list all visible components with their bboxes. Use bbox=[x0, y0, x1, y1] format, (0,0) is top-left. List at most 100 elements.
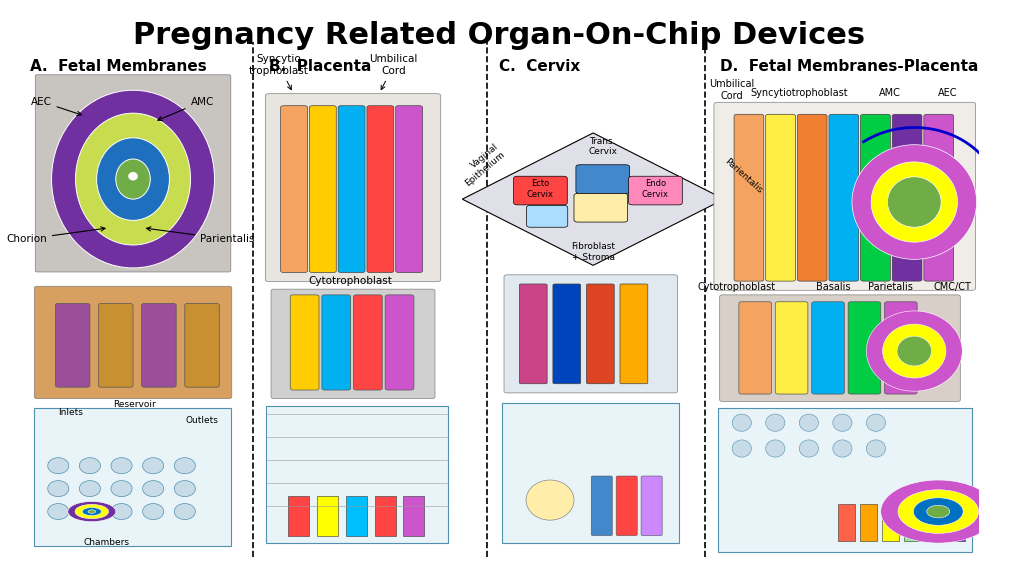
Text: AMC: AMC bbox=[158, 97, 214, 120]
Text: Parietalis: Parietalis bbox=[868, 282, 912, 291]
Text: B.  Placenta: B. Placenta bbox=[269, 59, 372, 74]
FancyBboxPatch shape bbox=[718, 408, 972, 552]
FancyBboxPatch shape bbox=[266, 406, 449, 543]
Text: Inlets: Inlets bbox=[58, 408, 83, 417]
Text: D.  Fetal Membranes-Placenta: D. Fetal Membranes-Placenta bbox=[720, 59, 978, 74]
Text: Syncytio
trophoblast: Syncytio trophoblast bbox=[249, 54, 308, 90]
Bar bbox=[882, 504, 899, 541]
FancyBboxPatch shape bbox=[290, 295, 319, 390]
FancyBboxPatch shape bbox=[829, 114, 859, 281]
Ellipse shape bbox=[142, 458, 164, 473]
Ellipse shape bbox=[142, 503, 164, 520]
FancyBboxPatch shape bbox=[848, 302, 881, 394]
FancyBboxPatch shape bbox=[714, 103, 976, 290]
Text: Parientalis: Parientalis bbox=[146, 227, 255, 244]
Ellipse shape bbox=[142, 480, 164, 497]
Bar bbox=[838, 504, 855, 541]
FancyBboxPatch shape bbox=[720, 295, 961, 401]
Text: Chorion: Chorion bbox=[6, 227, 105, 244]
Bar bbox=[859, 504, 877, 541]
Ellipse shape bbox=[766, 440, 784, 457]
FancyBboxPatch shape bbox=[775, 302, 808, 394]
Ellipse shape bbox=[88, 510, 95, 513]
Text: Basalis: Basalis bbox=[815, 282, 850, 291]
FancyBboxPatch shape bbox=[892, 114, 922, 281]
Ellipse shape bbox=[174, 458, 196, 473]
Ellipse shape bbox=[82, 507, 101, 516]
FancyBboxPatch shape bbox=[739, 302, 771, 394]
FancyBboxPatch shape bbox=[271, 289, 435, 399]
FancyBboxPatch shape bbox=[591, 476, 612, 536]
Text: C.  Cervix: C. Cervix bbox=[500, 59, 581, 74]
Ellipse shape bbox=[174, 503, 196, 520]
Ellipse shape bbox=[75, 505, 109, 519]
FancyBboxPatch shape bbox=[641, 476, 663, 536]
FancyBboxPatch shape bbox=[55, 304, 90, 387]
FancyBboxPatch shape bbox=[34, 408, 230, 546]
Text: AEC: AEC bbox=[31, 97, 81, 115]
FancyBboxPatch shape bbox=[309, 106, 336, 272]
Ellipse shape bbox=[79, 458, 100, 473]
Ellipse shape bbox=[913, 498, 964, 525]
FancyBboxPatch shape bbox=[502, 403, 680, 543]
Text: AEC: AEC bbox=[938, 88, 957, 98]
Ellipse shape bbox=[871, 162, 957, 242]
FancyBboxPatch shape bbox=[322, 295, 350, 390]
Ellipse shape bbox=[111, 458, 132, 473]
Ellipse shape bbox=[800, 414, 818, 431]
Ellipse shape bbox=[48, 458, 69, 473]
Text: Umbilical
Cord: Umbilical Cord bbox=[710, 79, 755, 101]
FancyBboxPatch shape bbox=[367, 106, 394, 272]
Ellipse shape bbox=[48, 503, 69, 520]
Text: CMC/CT: CMC/CT bbox=[934, 282, 972, 291]
Ellipse shape bbox=[888, 177, 941, 228]
Bar bbox=[403, 495, 424, 536]
FancyBboxPatch shape bbox=[587, 284, 614, 384]
FancyBboxPatch shape bbox=[575, 165, 630, 194]
Text: Umbilical
Cord: Umbilical Cord bbox=[370, 54, 418, 90]
Ellipse shape bbox=[111, 503, 132, 520]
Text: AMC: AMC bbox=[880, 88, 901, 98]
FancyBboxPatch shape bbox=[281, 106, 307, 272]
Text: Cytotrophoblast: Cytotrophoblast bbox=[698, 282, 776, 291]
Ellipse shape bbox=[927, 505, 949, 518]
Text: Parientalis: Parientalis bbox=[723, 157, 764, 195]
FancyBboxPatch shape bbox=[620, 284, 648, 384]
Ellipse shape bbox=[898, 490, 979, 533]
Ellipse shape bbox=[111, 480, 132, 497]
FancyBboxPatch shape bbox=[34, 286, 231, 399]
FancyBboxPatch shape bbox=[798, 114, 827, 281]
Ellipse shape bbox=[881, 480, 995, 543]
Text: Pregnancy Related Organ-On-Chip Devices: Pregnancy Related Organ-On-Chip Devices bbox=[133, 21, 865, 51]
FancyBboxPatch shape bbox=[98, 304, 133, 387]
Ellipse shape bbox=[96, 138, 169, 221]
Text: Ecto
Cervix: Ecto Cervix bbox=[527, 179, 554, 199]
Ellipse shape bbox=[852, 145, 977, 259]
Ellipse shape bbox=[116, 159, 151, 199]
FancyBboxPatch shape bbox=[514, 176, 567, 205]
FancyBboxPatch shape bbox=[885, 302, 918, 394]
Text: Trans.
Cervix: Trans. Cervix bbox=[588, 137, 617, 156]
Bar bbox=[926, 504, 943, 541]
Ellipse shape bbox=[833, 414, 852, 431]
Bar bbox=[346, 495, 367, 536]
Ellipse shape bbox=[732, 440, 752, 457]
Ellipse shape bbox=[766, 414, 784, 431]
FancyBboxPatch shape bbox=[860, 114, 890, 281]
Text: Syncytiotrophoblast: Syncytiotrophoblast bbox=[751, 88, 848, 98]
FancyBboxPatch shape bbox=[924, 114, 953, 281]
FancyBboxPatch shape bbox=[519, 284, 547, 384]
FancyBboxPatch shape bbox=[141, 304, 176, 387]
FancyBboxPatch shape bbox=[574, 194, 628, 222]
Ellipse shape bbox=[866, 440, 886, 457]
FancyBboxPatch shape bbox=[526, 206, 567, 228]
Ellipse shape bbox=[79, 503, 100, 520]
FancyBboxPatch shape bbox=[385, 295, 414, 390]
Text: Endo
Cervix: Endo Cervix bbox=[642, 179, 669, 199]
Ellipse shape bbox=[526, 480, 574, 520]
Text: Cytotrophoblast: Cytotrophoblast bbox=[308, 276, 392, 286]
Ellipse shape bbox=[128, 172, 138, 180]
Ellipse shape bbox=[51, 90, 214, 268]
FancyBboxPatch shape bbox=[553, 284, 581, 384]
Text: A.  Fetal Membranes: A. Fetal Membranes bbox=[30, 59, 206, 74]
